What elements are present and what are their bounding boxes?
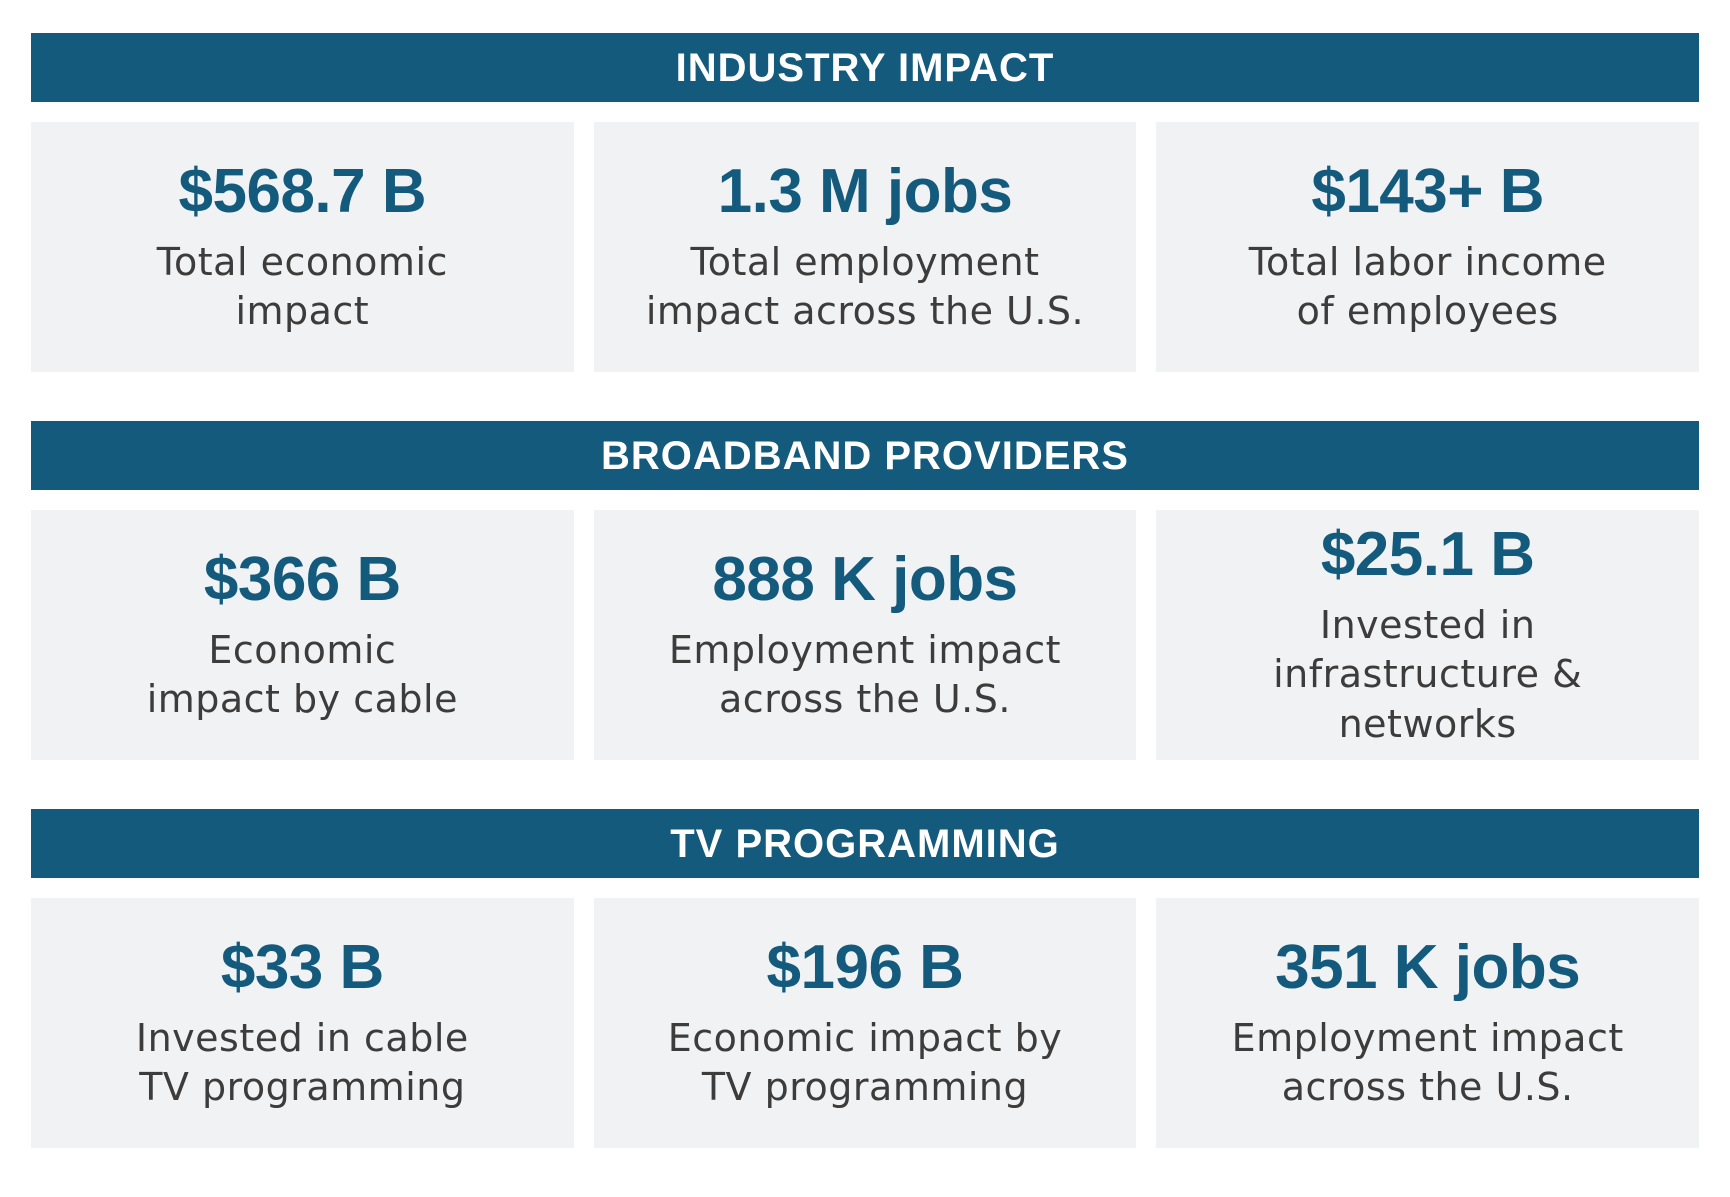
stat-description-line: across the U.S. [719, 677, 1011, 722]
stat-value: $143+ B [1311, 156, 1544, 226]
section-industry-impact: INDUSTRY IMPACT $568.7 B Total economic … [31, 33, 1699, 372]
stat-description-line: Employment impact [668, 627, 1062, 672]
stat-card: $33 B Invested in cable TV programming [31, 898, 574, 1148]
stat-value: $25.1 B [1320, 519, 1535, 589]
stat-card: $568.7 B Total economic impact [31, 122, 574, 372]
stat-description-line: impact [235, 289, 370, 334]
stat-description: Invested in infrastructure & networks [1180, 601, 1675, 749]
stat-description-line: Total economic [156, 239, 448, 284]
stat-description-line: Total labor income [1248, 239, 1607, 284]
stat-description: Total economic impact [157, 238, 448, 337]
stat-description-line: Total employment [690, 239, 1040, 284]
stat-value: $568.7 B [178, 156, 427, 226]
stat-cards: $366 B Economic impact by cable 888 K jo… [31, 510, 1699, 760]
stat-card: $25.1 B Invested in infrastructure & net… [1156, 510, 1699, 760]
stat-description-line: of employees [1296, 289, 1559, 334]
stat-description-line: impact by cable [146, 677, 458, 722]
stat-value: 351 K jobs [1275, 932, 1581, 1002]
stat-card: $143+ B Total labor income of employees [1156, 122, 1699, 372]
stat-value: $366 B [203, 544, 401, 614]
stat-value: $196 B [766, 932, 964, 1002]
stat-description: Employment impact across the U.S. [1232, 1014, 1624, 1113]
stat-description: Economic impact by cable [147, 626, 458, 725]
stat-description-line: TV programming [139, 1065, 466, 1110]
section-broadband-providers: BROADBAND PROVIDERS $366 B Economic impa… [31, 421, 1699, 760]
stat-card: 888 K jobs Employment impact across the … [593, 510, 1137, 760]
stat-description-line: Economic [208, 627, 397, 672]
infographic: INDUSTRY IMPACT $568.7 B Total economic … [31, 33, 1699, 1197]
stat-description-line: Employment impact [1231, 1015, 1624, 1060]
stat-description-line: across the U.S. [1281, 1065, 1574, 1110]
stat-card: $196 B Economic impact by TV programming [593, 898, 1137, 1148]
stat-description-line: TV programming [701, 1065, 1029, 1110]
stat-description-line: Invested in cable [135, 1015, 469, 1060]
section-title: INDUSTRY IMPACT [31, 33, 1699, 102]
stat-description: Employment impact across the U.S. [669, 626, 1061, 725]
stat-description: Invested in cable TV programming [136, 1014, 469, 1113]
stat-description-line: Economic impact by [667, 1015, 1063, 1060]
stat-cards: $33 B Invested in cable TV programming $… [31, 898, 1699, 1148]
stat-card: $366 B Economic impact by cable [31, 510, 574, 760]
stat-cards: $568.7 B Total economic impact 1.3 M job… [31, 122, 1699, 372]
stat-description-line: impact across the U.S. [645, 289, 1085, 334]
stat-card: 351 K jobs Employment impact across the … [1156, 898, 1699, 1148]
stat-description: Total employment impact across the U.S. [646, 238, 1084, 337]
stat-value: $33 B [220, 932, 384, 1002]
section-title: BROADBAND PROVIDERS [31, 421, 1699, 490]
section-title: TV PROGRAMMING [31, 809, 1699, 878]
stat-description: Economic impact by TV programming [668, 1014, 1063, 1113]
stat-description-line: Invested in [1319, 603, 1536, 647]
stat-value: 888 K jobs [712, 544, 1018, 614]
stat-description-line: infrastructure & networks [1273, 652, 1583, 746]
stat-value: 1.3 M jobs [717, 156, 1013, 226]
stat-card: 1.3 M jobs Total employment impact acros… [593, 122, 1137, 372]
stat-description: Total labor income of employees [1249, 238, 1607, 337]
section-tv-programming: TV PROGRAMMING $33 B Invested in cable T… [31, 809, 1699, 1148]
